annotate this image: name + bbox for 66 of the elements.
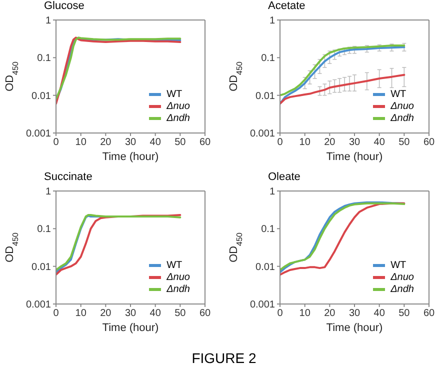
x-tick-label: 40: [150, 308, 162, 320]
x-tick-label: 40: [374, 308, 386, 320]
y-tick-label: 0.1: [37, 224, 52, 236]
y-tick-label: 0.01: [256, 90, 276, 102]
x-tick-label: 10: [75, 137, 87, 148]
legend-label: Δnuo: [166, 272, 190, 282]
x-tick-label: 40: [374, 137, 386, 148]
x-tick-label: 60: [423, 308, 435, 320]
y-tick-label: 0.01: [32, 90, 52, 102]
x-tick-label: 50: [174, 308, 186, 320]
x-tick-label: 60: [199, 308, 211, 320]
x-tick-label: 20: [100, 308, 112, 320]
x-tick-label: 60: [199, 137, 211, 148]
legend-label: WT: [166, 260, 182, 270]
x-tick-label: 30: [124, 137, 136, 148]
legend-label: WT: [390, 260, 406, 270]
y-tick-label: 1: [269, 16, 276, 27]
legend-label: Δnuo: [390, 272, 414, 282]
x-tick-label: 10: [299, 137, 311, 148]
y-tick-label: 1: [45, 16, 52, 27]
y-tick-label: 0.001: [26, 128, 52, 140]
legend-label: Δndh: [166, 112, 190, 124]
chart-title: Acetate: [267, 0, 306, 13]
legend-label: Δndh: [390, 284, 414, 294]
x-tick-label: 30: [348, 308, 360, 320]
line-series: [280, 44, 406, 96]
y-tick-label: 0.1: [37, 53, 52, 64]
chart-title: Succinate: [43, 171, 94, 184]
x-tick-label: 20: [100, 137, 112, 148]
x-axis-title: Time (hour): [326, 151, 383, 163]
legend-label: WT: [166, 88, 182, 100]
x-tick-label: 20: [324, 137, 336, 148]
y-tick-label: 0.01: [32, 262, 52, 273]
x-tick-label: 0: [53, 308, 60, 320]
x-tick-label: 50: [398, 137, 410, 148]
x-axis-title: Time (hour): [102, 322, 159, 334]
x-tick-label: 30: [124, 308, 136, 320]
y-tick-label: 1: [269, 186, 276, 198]
x-tick-label: 0: [277, 137, 284, 148]
legend-label: Δndh: [166, 284, 190, 294]
x-tick-label: 20: [324, 308, 336, 320]
y-tick-label: 0.001: [250, 128, 276, 140]
x-tick-label: 0: [277, 308, 284, 320]
x-tick-label: 50: [398, 308, 410, 320]
x-tick-label: 50: [174, 137, 186, 148]
x-axis-title: Time (hour): [326, 322, 383, 334]
y-tick-label: 1: [45, 186, 52, 198]
x-tick-label: 10: [299, 308, 311, 320]
legend-label: Δndh: [390, 112, 414, 124]
x-tick-label: 30: [348, 137, 360, 148]
legend-label: Δnuo: [390, 100, 414, 112]
y-tick-label: 0.1: [261, 224, 276, 236]
caption: FIGURE 2: [192, 350, 256, 366]
chart-title: Oleate: [267, 171, 302, 184]
chart-title: Glucose: [43, 0, 86, 13]
y-tick-label: 0.1: [261, 53, 276, 64]
x-tick-label: 40: [150, 137, 162, 148]
y-tick-label: 0.01: [256, 262, 276, 273]
legend-label: Δnuo: [166, 100, 190, 112]
x-axis-title: Time (hour): [102, 151, 159, 163]
legend-label: WT: [390, 88, 406, 100]
x-tick-label: 10: [75, 308, 87, 320]
y-tick-label: 0.001: [250, 300, 276, 311]
x-tick-label: 0: [53, 137, 60, 148]
y-tick-label: 0.001: [26, 300, 52, 311]
x-tick-label: 60: [423, 137, 435, 148]
